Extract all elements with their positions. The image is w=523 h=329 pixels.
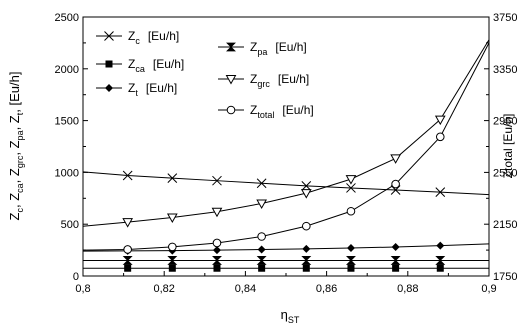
data-point [167, 256, 178, 265]
data-point [166, 213, 178, 223]
legend-marker [105, 84, 113, 92]
data-point [211, 207, 223, 218]
series-line [82, 42, 490, 251]
plot-area [82, 39, 490, 272]
legend-item: Zc [Eu/h] [96, 29, 179, 46]
data-point [302, 264, 310, 272]
data-point [391, 242, 400, 251]
legend-marker [226, 105, 236, 115]
data-point [122, 256, 133, 265]
legend-item: Zpa [Eu/h] [218, 40, 307, 57]
x-tick-label: 0,8 [75, 283, 90, 295]
legend-label: Zpa [Eu/h] [250, 40, 307, 57]
data-point [346, 183, 356, 193]
legend-label: Zca [Eu/h] [128, 57, 184, 74]
plot-frame [82, 16, 490, 277]
y2-tick-label: 3750 [493, 12, 517, 24]
series-line [82, 243, 490, 252]
data-point [345, 256, 356, 265]
data-point [256, 178, 267, 189]
legend-item: Ztotal [Eu/h] [218, 103, 314, 120]
data-point [346, 244, 355, 253]
legend-label: Ztotal [Eu/h] [250, 103, 314, 120]
data-point [435, 132, 445, 142]
x-tick-label: 0,82 [153, 283, 174, 295]
data-point [212, 175, 222, 186]
data-point [301, 256, 312, 265]
data-point [347, 264, 355, 272]
x-tick-label: 0,88 [397, 283, 418, 295]
legend-label: Zt [Eu/h] [128, 81, 177, 98]
data-point [346, 206, 356, 216]
data-point [212, 256, 222, 265]
data-point [345, 175, 357, 185]
data-point [212, 246, 221, 255]
legend-marker [225, 75, 237, 85]
y-tick-label: 1000 [55, 167, 79, 179]
data-point [435, 256, 446, 265]
data-point [257, 245, 266, 254]
series-Z-c [82, 170, 490, 197]
legend-item: Zt [Eu/h] [96, 81, 177, 98]
data-point [300, 189, 312, 199]
series-Z-pa [83, 256, 489, 265]
data-point [124, 264, 132, 272]
x-tick-label: 0,86 [316, 283, 337, 295]
data-point [435, 187, 446, 197]
data-point [434, 115, 446, 126]
y2-axis-title: Ztotal [Eu/h] [501, 114, 515, 179]
series-Z-total [82, 42, 490, 254]
data-point [390, 154, 401, 164]
legend-marker [104, 31, 114, 41]
axes: 0,8 0,82 0,84 0,86 0,88 0,9 0 500 1000 1500 2000 25… [55, 12, 518, 295]
data-point [302, 221, 311, 231]
y2-tick-label: 2950 [493, 116, 517, 128]
legend: Zc [Eu/h] Zca [Eu/h] Zt [Eu/h] Zpa [Eu/h] Zgrc [E… [96, 29, 314, 120]
data-point [257, 232, 266, 241]
y-tick-label: 2000 [55, 64, 79, 76]
data-point [122, 218, 134, 228]
data-point [168, 264, 176, 272]
legend-marker [226, 42, 236, 52]
data-point [256, 256, 267, 265]
data-point [390, 256, 401, 265]
data-point [436, 241, 445, 250]
y2-tick-label: 2550 [493, 167, 517, 179]
data-point [391, 179, 400, 189]
data-point [168, 242, 177, 252]
axis-titles: ηST Zc, Zca, Zgrc, Zpa, Zt, [Eu/h] Ztotal … [7, 72, 515, 325]
data-point [258, 264, 266, 272]
x-tick-label: 0,9 [481, 283, 496, 295]
series-Z-grc [82, 39, 490, 228]
x-tick-label: 0,84 [235, 283, 256, 295]
data-point [436, 264, 444, 272]
y2-tick-label: 1750 [493, 271, 517, 283]
series-Z-ca [83, 264, 489, 272]
data-point [212, 238, 222, 248]
y-tick-label: 2500 [55, 12, 79, 24]
legend-item: Zgrc [Eu/h] [218, 72, 309, 89]
data-point [123, 245, 132, 254]
data-point [302, 244, 311, 253]
data-point [301, 181, 312, 191]
data-point [213, 264, 221, 272]
y2-tick-label: 2150 [493, 219, 517, 231]
legend-label: Zc [Eu/h] [128, 29, 179, 46]
legend-marker [105, 60, 113, 68]
y2-tick-label: 3350 [493, 64, 517, 76]
data-point [167, 173, 178, 183]
y-tick-label: 0 [73, 271, 79, 283]
y-axis-title: Zc, Zca, Zgrc, Zpa, Zt, [Eu/h] [7, 72, 25, 221]
data-point [122, 170, 133, 181]
data-point [392, 264, 400, 272]
series-line [82, 39, 490, 227]
x-axis-title: ηST [281, 307, 300, 325]
legend-label: Zgrc [Eu/h] [250, 72, 309, 89]
y-tick-label: 1500 [55, 116, 79, 128]
series-line [82, 171, 490, 196]
legend-item: Zca [Eu/h] [96, 57, 184, 74]
y-tick-label: 500 [61, 219, 79, 231]
data-point [256, 199, 267, 209]
